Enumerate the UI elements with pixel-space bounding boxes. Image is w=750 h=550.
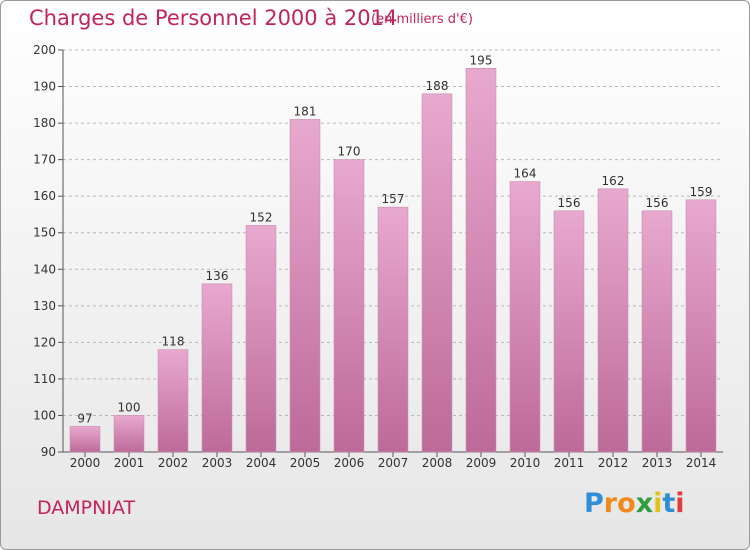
x-tick-label: 2002 [158, 456, 189, 470]
logo-letter: o [617, 488, 636, 519]
value-label: 157 [382, 192, 405, 206]
chart-title: Charges de Personnel 2000 à 2014 [29, 6, 398, 30]
y-tick-label: 120 [33, 335, 56, 349]
x-tick-label: 2008 [422, 456, 453, 470]
commune-name: DAMPNIAT [37, 497, 136, 519]
x-tick-label: 2003 [202, 456, 233, 470]
x-tick-label: 2000 [70, 456, 101, 470]
y-tick-label: 180 [33, 116, 56, 130]
value-label: 152 [250, 210, 273, 224]
value-label: 195 [470, 53, 493, 67]
value-label: 156 [646, 196, 669, 210]
x-tick-label: 2013 [642, 456, 673, 470]
x-tick-label: 2012 [598, 456, 629, 470]
x-tick-label: 2014 [686, 456, 717, 470]
y-tick-label: 150 [33, 226, 56, 240]
bars [69, 67, 717, 453]
logo-letter: x [635, 488, 654, 519]
value-label: 164 [514, 167, 537, 181]
labels: 90 100 110 120 130 140 150 160 170 180 190 200 97 200… [33, 43, 716, 470]
bar-2009 [465, 67, 497, 453]
value-label: 97 [77, 411, 92, 425]
proxiti-logo: Proxiti [584, 488, 694, 528]
logo-letter: r [603, 488, 618, 519]
x-tick-label: 2005 [290, 456, 321, 470]
x-tick-label: 2011 [554, 456, 585, 470]
logo-letter: i [653, 488, 663, 519]
bar-2001 [113, 415, 145, 453]
value-label: 162 [602, 174, 625, 188]
bar-2014 [685, 199, 717, 453]
bar-2006 [333, 159, 365, 453]
x-tick-label: 2009 [466, 456, 497, 470]
bar-2010 [509, 181, 541, 453]
value-label: 156 [558, 196, 581, 210]
y-tick-label: 200 [33, 43, 56, 57]
bar-2012 [597, 188, 629, 453]
logo-letter: P [584, 488, 604, 519]
y-tick-label: 160 [33, 189, 56, 203]
bar-2008 [421, 93, 453, 453]
value-label: 136 [206, 269, 229, 283]
bar-2007 [377, 206, 409, 453]
y-tick-label: 90 [41, 445, 56, 459]
value-label: 100 [118, 400, 141, 414]
x-tick-label: 2001 [114, 456, 145, 470]
value-label: 181 [294, 104, 317, 118]
value-label: 188 [426, 79, 449, 93]
y-tick-label: 110 [33, 372, 56, 386]
value-label: 118 [162, 335, 185, 349]
x-tick-label: 2004 [246, 456, 277, 470]
bar-2011 [553, 210, 585, 453]
x-tick-label: 2007 [378, 456, 409, 470]
logo-letter: t [662, 488, 676, 519]
x-tick-label: 2010 [510, 456, 541, 470]
value-label: 159 [690, 185, 713, 199]
bar-2002 [157, 349, 189, 453]
y-tick-label: 190 [33, 80, 56, 94]
logo-letter: i [675, 488, 685, 519]
bar-2013 [641, 210, 673, 453]
value-label: 170 [338, 145, 361, 159]
unit-note: (en milliers d'€) [371, 12, 473, 27]
y-tick-label: 170 [33, 153, 56, 167]
y-tick-label: 140 [33, 262, 56, 276]
bar-2000 [69, 426, 101, 453]
x-tick-label: 2006 [334, 456, 365, 470]
y-tick-label: 100 [33, 408, 56, 422]
y-tick-label: 130 [33, 299, 56, 313]
bar-2005 [289, 119, 321, 453]
bar-2004 [245, 225, 277, 453]
bar-2003 [201, 283, 233, 453]
